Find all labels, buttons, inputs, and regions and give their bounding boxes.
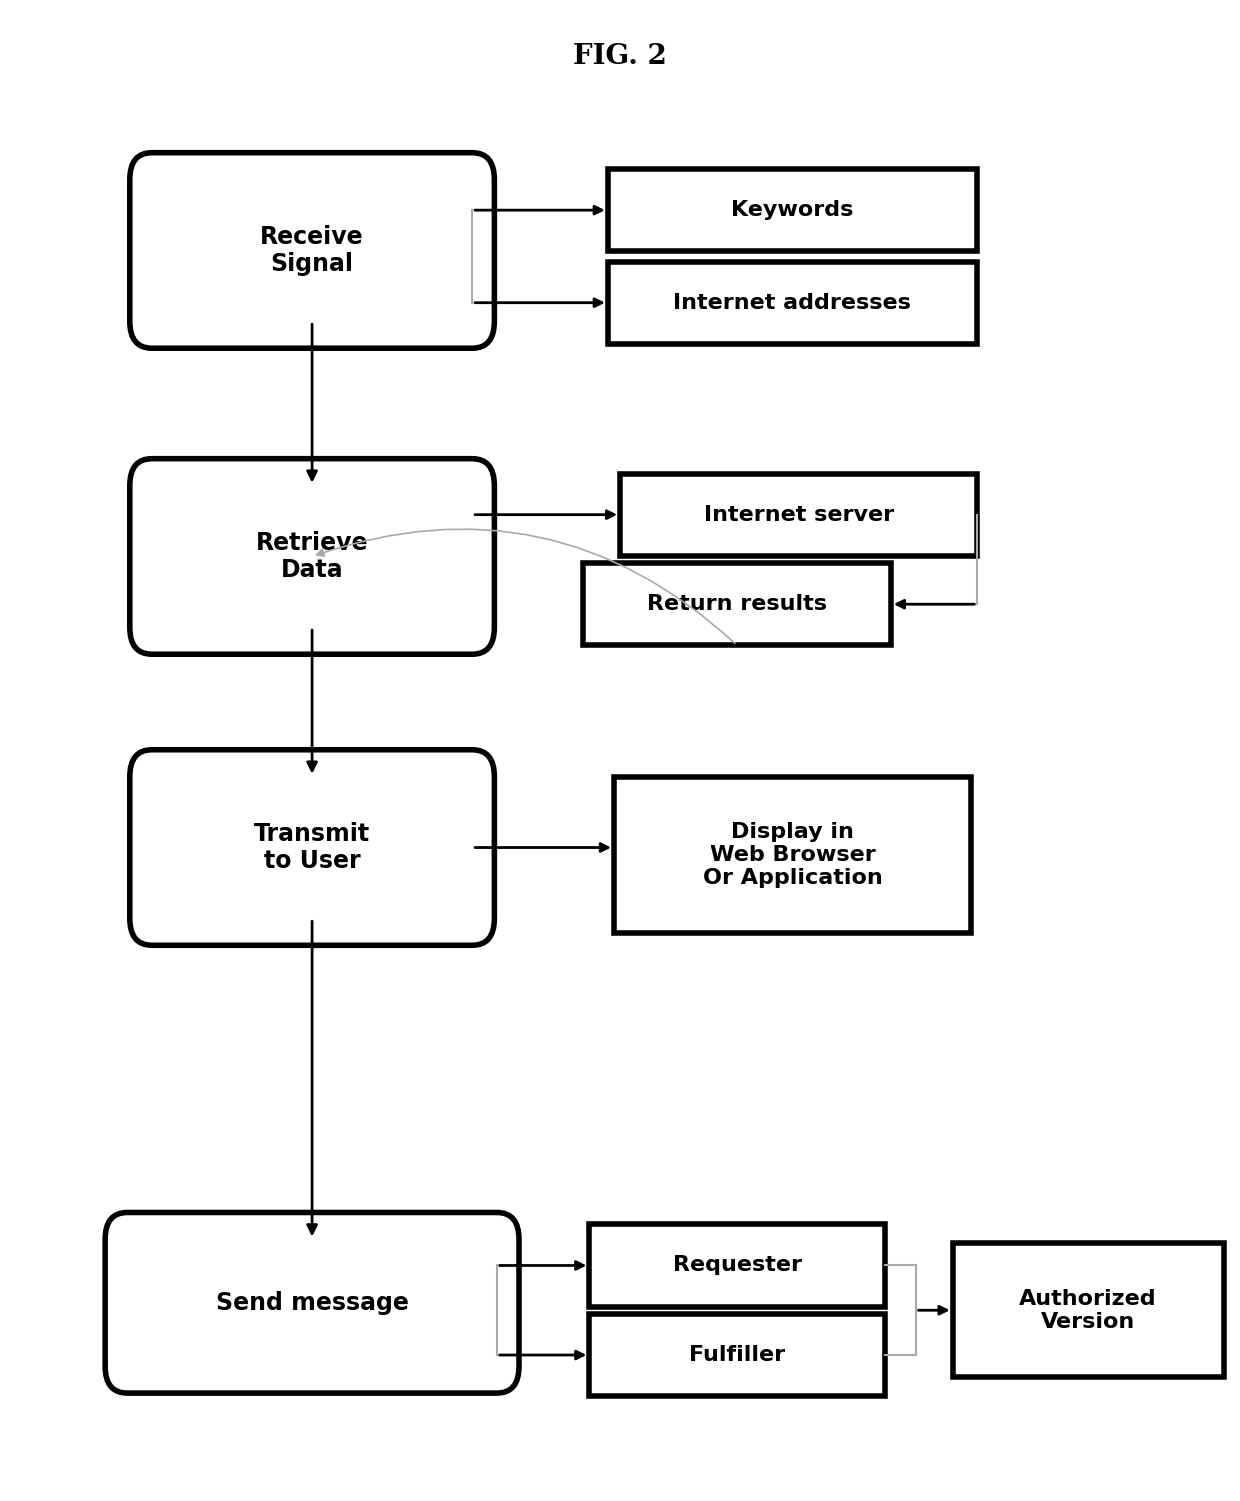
Text: Internet addresses: Internet addresses [673,293,911,312]
FancyBboxPatch shape [130,459,495,654]
FancyBboxPatch shape [620,474,977,555]
Text: Internet server: Internet server [703,504,894,525]
FancyBboxPatch shape [589,1225,885,1306]
Text: FIG. 2: FIG. 2 [573,44,667,71]
FancyBboxPatch shape [130,153,495,348]
Text: Return results: Return results [647,594,827,614]
FancyBboxPatch shape [589,1313,885,1396]
FancyBboxPatch shape [105,1213,520,1393]
Text: Display in
Web Browser
Or Application: Display in Web Browser Or Application [703,821,883,889]
FancyBboxPatch shape [952,1243,1224,1378]
FancyBboxPatch shape [614,776,971,934]
Text: Receive
Signal: Receive Signal [260,225,363,276]
FancyBboxPatch shape [608,261,977,344]
Text: Transmit
to User: Transmit to User [254,821,371,874]
FancyBboxPatch shape [130,750,495,946]
FancyBboxPatch shape [608,170,977,251]
Text: Fulfiller: Fulfiller [689,1345,785,1364]
Text: Authorized
Version: Authorized Version [1019,1289,1157,1331]
FancyBboxPatch shape [583,563,892,645]
Text: Requester: Requester [672,1255,801,1276]
Text: Retrieve
Data: Retrieve Data [255,530,368,582]
Text: Send message: Send message [216,1291,408,1315]
Text: Keywords: Keywords [732,200,853,221]
